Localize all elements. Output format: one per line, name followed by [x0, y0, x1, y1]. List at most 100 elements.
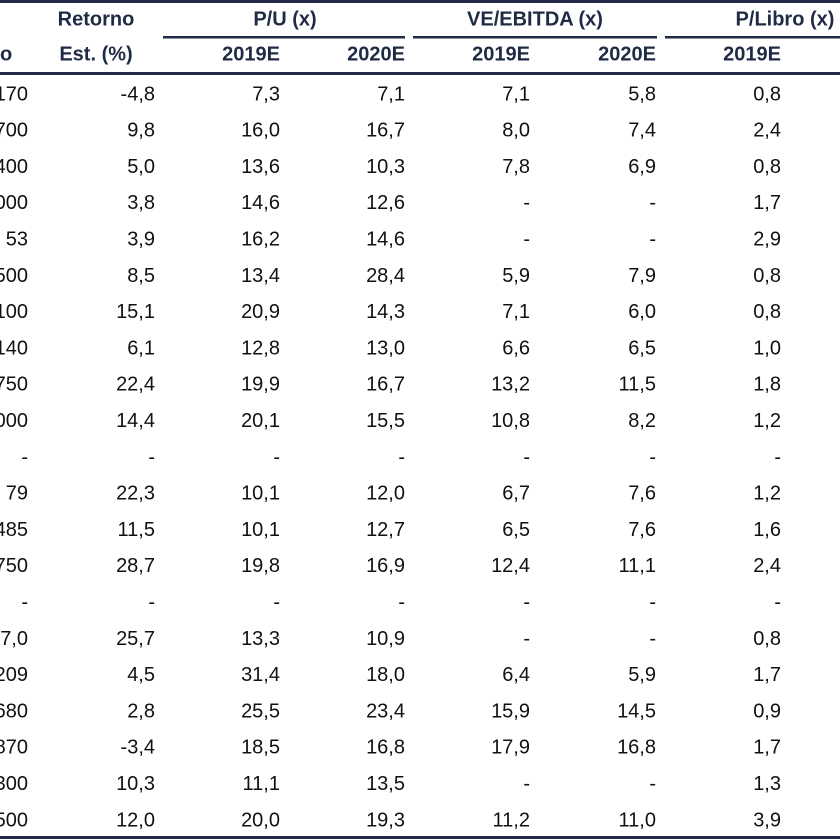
cell: 11,1	[243, 773, 280, 795]
subcolumn-header: 2020E	[598, 43, 656, 65]
cell: 6,0	[628, 301, 656, 323]
cell: 5,0	[127, 156, 155, 178]
cell: 20,0	[241, 809, 280, 831]
cell: -	[148, 446, 155, 468]
cell: 16,2	[241, 228, 280, 250]
cell: 10,3	[366, 156, 405, 178]
cell: -	[774, 446, 781, 468]
cell: 209	[0, 664, 28, 686]
cell: 7,1	[502, 83, 530, 105]
cell: 10,1	[241, 519, 280, 541]
cell: 0,8	[753, 301, 781, 323]
cell: 500	[0, 809, 28, 831]
cell: 8,5	[127, 265, 155, 287]
cell: -3,4	[121, 737, 155, 759]
cell: 16,7	[366, 120, 405, 142]
cell: -	[21, 591, 28, 613]
cell: 16,0	[241, 120, 280, 142]
cell: 11,0	[619, 809, 656, 831]
cell: -4,8	[121, 83, 155, 105]
cell: 1,7	[753, 664, 781, 686]
cell: 750	[0, 374, 28, 396]
cell: 10,1	[241, 483, 280, 505]
cell: -	[649, 628, 656, 650]
cell: 6,9	[628, 156, 656, 178]
cell: -	[523, 228, 530, 250]
header-cell: Est. (%)	[59, 43, 132, 65]
cell: -	[649, 446, 656, 468]
cell: -	[273, 591, 280, 613]
cell: 2,4	[753, 555, 781, 577]
header-rule	[0, 72, 840, 75]
cell: 16,9	[366, 555, 405, 577]
cell: 19,9	[241, 374, 280, 396]
cell: 14,6	[241, 192, 280, 214]
group-header: VE/EBITDA (x)	[467, 8, 603, 30]
cell: 7,6	[628, 483, 656, 505]
group-header: P/U (x)	[253, 8, 316, 30]
subcolumn-header: 2019E	[472, 43, 530, 65]
cell: 14,3	[366, 301, 405, 323]
cell: 13,2	[491, 374, 530, 396]
cell: 18,5	[241, 737, 280, 759]
cell: -	[649, 228, 656, 250]
cell: 16,8	[617, 737, 656, 759]
cell: 6,5	[502, 519, 530, 541]
cell: 140	[0, 337, 28, 359]
header-cell: Retorno	[58, 8, 135, 30]
cell: 16,7	[366, 374, 405, 396]
cell: 13,3	[241, 628, 280, 650]
cell: 170	[0, 83, 28, 105]
cell: 31,4	[241, 664, 280, 686]
cell: 0,9	[753, 700, 781, 722]
cell: 13,5	[366, 773, 405, 795]
cell: 7,0	[0, 628, 28, 650]
cell: -	[523, 773, 530, 795]
cell: 12,8	[241, 337, 280, 359]
cell: 1,3	[753, 773, 781, 795]
cell: 6,4	[502, 664, 530, 686]
cell: 14,4	[116, 410, 155, 432]
cell: 11,5	[619, 374, 656, 396]
group-rule	[163, 36, 405, 39]
cell: 17,9	[491, 737, 530, 759]
cell: 4,5	[127, 664, 155, 686]
cell: 28,4	[366, 265, 405, 287]
cell: 1,0	[753, 337, 781, 359]
cell: 22,4	[116, 374, 155, 396]
cell: 1,8	[753, 374, 781, 396]
cell: 2,8	[127, 700, 155, 722]
cell: 3,9	[127, 228, 155, 250]
cell: -	[523, 628, 530, 650]
cell: -	[523, 591, 530, 613]
cell: -	[273, 446, 280, 468]
cell: 53	[6, 228, 28, 250]
cell: 7,3	[252, 83, 280, 105]
cell: 11,2	[493, 809, 530, 831]
cell: -	[21, 446, 28, 468]
cell: 0,8	[753, 265, 781, 287]
cell: 0,8	[753, 83, 781, 105]
cell: 7,9	[628, 265, 656, 287]
cell: 10,9	[366, 628, 405, 650]
cell: 12,7	[366, 519, 405, 541]
cell: 14,6	[366, 228, 405, 250]
cell: 14,5	[617, 700, 656, 722]
cell: 870	[0, 737, 28, 759]
cell: -	[398, 446, 405, 468]
cell: 1,2	[753, 483, 781, 505]
cell: 680	[0, 700, 28, 722]
group-header: P/Libro (x)	[736, 8, 835, 30]
cell: 750	[0, 555, 28, 577]
cell: 1,7	[753, 192, 781, 214]
cell: 15,5	[366, 410, 405, 432]
cell: -	[523, 192, 530, 214]
header-cell: o	[0, 43, 12, 65]
cell: -	[774, 591, 781, 613]
cell: -	[523, 446, 530, 468]
cell: 0,8	[753, 628, 781, 650]
cell: 5,8	[628, 83, 656, 105]
cell: 15,9	[491, 700, 530, 722]
cell: 13,0	[366, 337, 405, 359]
cell: 25,5	[241, 700, 280, 722]
